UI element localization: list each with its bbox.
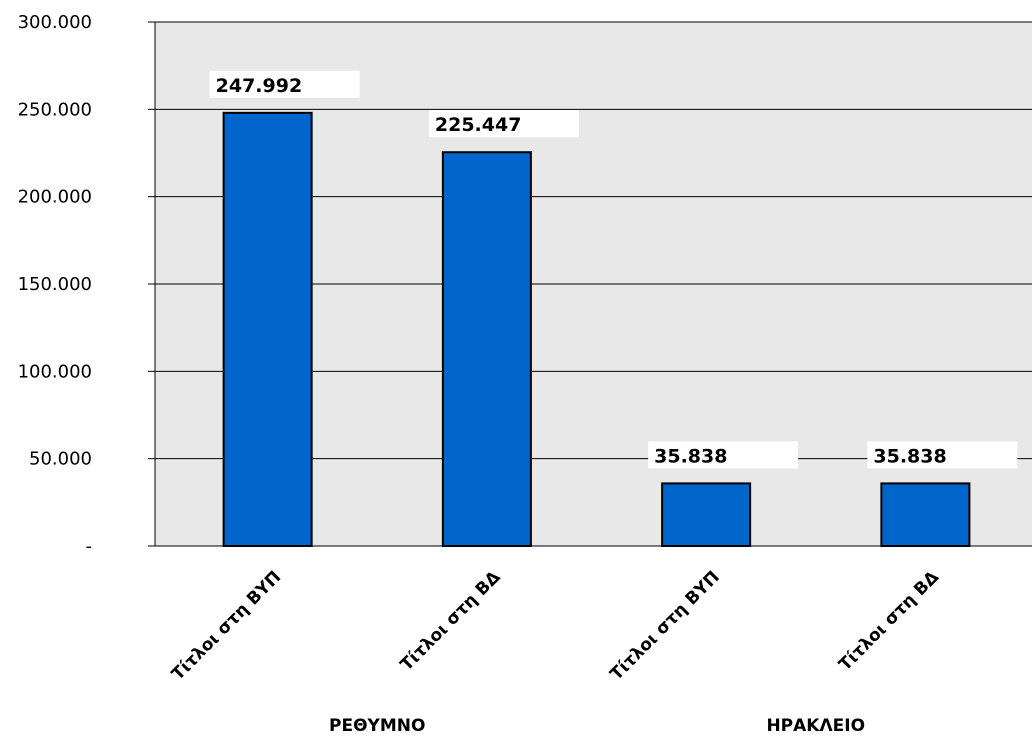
data-label-box bbox=[648, 441, 799, 469]
bar bbox=[880, 482, 971, 547]
y-tick-label: 300.000 bbox=[18, 12, 92, 33]
category-label: Τίτλοι στη ΒΥΠ bbox=[168, 567, 285, 684]
bar bbox=[441, 151, 532, 547]
data-label-box bbox=[867, 441, 1018, 469]
data-label-box bbox=[209, 70, 360, 98]
y-tick-label: 100.000 bbox=[18, 361, 92, 382]
bar bbox=[661, 482, 752, 547]
group-label: ΗΡΑΚΛΕΙΟ bbox=[766, 716, 865, 736]
bars bbox=[222, 111, 971, 547]
y-axis-ticks: - 50.000 100.000 150.000 200.000 250.000 300.0… bbox=[18, 12, 155, 557]
category-label: Τίτλοι στη ΒΔ bbox=[397, 567, 505, 675]
data-label: 247.992 bbox=[216, 75, 303, 97]
group-labels: ΡΕΘΥΜΝΟ ΗΡΑΚΛΕΙΟ bbox=[329, 716, 865, 736]
y-tick-label: 150.000 bbox=[18, 274, 92, 295]
category-labels: Τίτλοι στη ΒΥΠ Τίτλοι στη ΒΔ Τίτλοι στη ΒΥ… bbox=[168, 567, 943, 685]
y-tick-label: - bbox=[86, 536, 93, 557]
category-label: Τίτλοι στη ΒΔ bbox=[835, 567, 943, 675]
y-tick-label: 250.000 bbox=[18, 99, 92, 120]
data-label: 35.838 bbox=[873, 445, 946, 467]
data-label-box bbox=[428, 110, 579, 138]
bar bbox=[222, 111, 313, 547]
y-tick-label: 200.000 bbox=[18, 187, 92, 208]
category-label: Τίτλοι στη ΒΥΠ bbox=[607, 567, 724, 684]
data-labels: 247.992 225.447 35.838 35.838 bbox=[209, 70, 1018, 469]
group-label: ΡΕΘΥΜΝΟ bbox=[329, 716, 425, 736]
data-label: 225.447 bbox=[435, 114, 522, 136]
data-label: 35.838 bbox=[654, 445, 727, 467]
y-tick-label: 50.000 bbox=[29, 449, 92, 470]
